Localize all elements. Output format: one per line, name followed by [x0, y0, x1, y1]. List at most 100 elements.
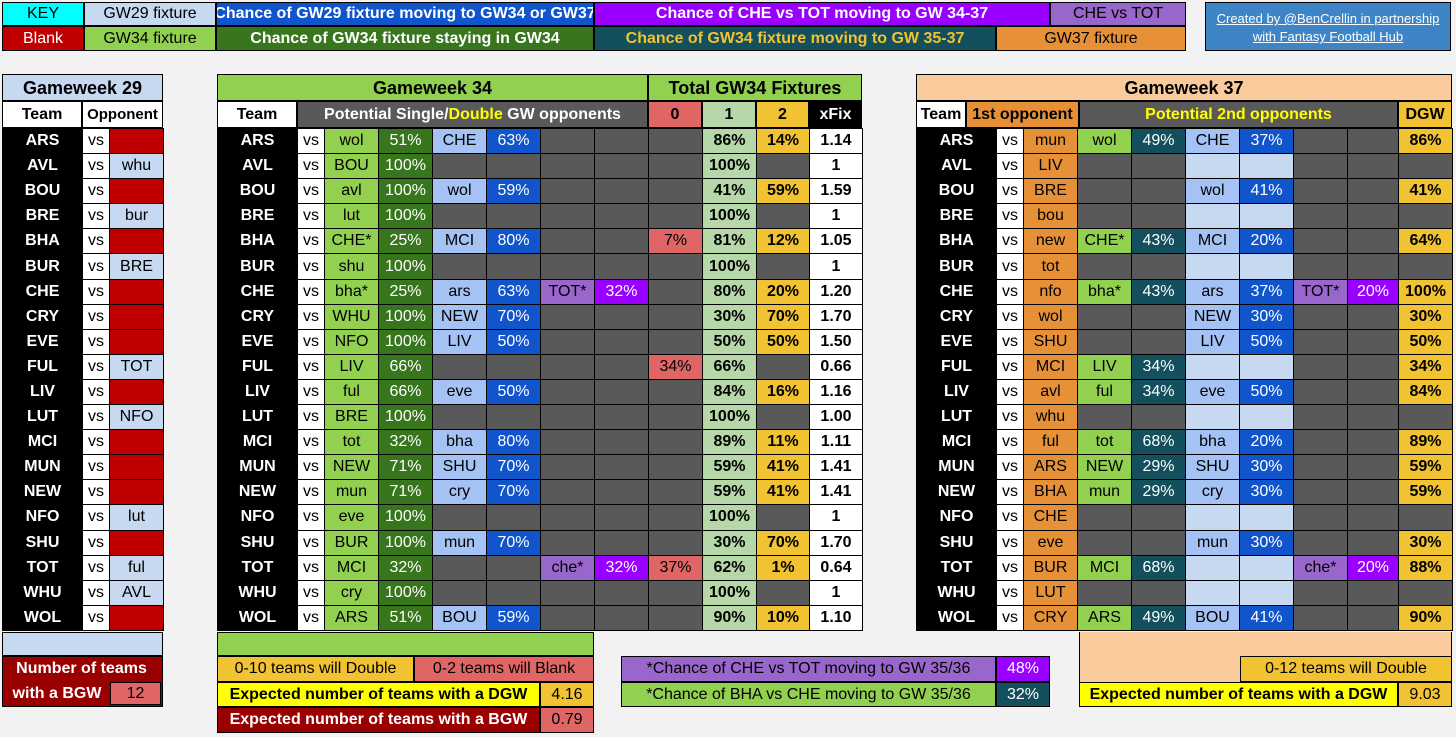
chance-b-cell: 41% — [1239, 604, 1294, 631]
first-opponent-cell: CHE — [1023, 504, 1078, 531]
opponent1-cell: NEW — [324, 454, 379, 481]
opponent-cell: ful — [109, 554, 164, 581]
chance-move-cell: 50% — [486, 328, 541, 355]
vs-cell: vs — [82, 604, 110, 631]
team-cell: MUN — [217, 454, 298, 481]
second-opponent-b-cell — [1185, 253, 1240, 280]
chance-a-cell: 43% — [1131, 228, 1186, 255]
vs-cell: vs — [297, 554, 325, 581]
one-fixture-cell: 30% — [702, 529, 757, 556]
team-cell: TOT — [217, 554, 298, 581]
gw34-row: BHA vs CHE* 25% MCI 80% 7% 81% 12% 1.05 — [217, 228, 863, 255]
dgw-cell: 86% — [1398, 127, 1453, 155]
opponent-cell: whu — [109, 153, 164, 180]
gw29-col-opponent: Opponent — [82, 101, 163, 128]
gw37-row: BOU vs BRE wol 41% 41% — [916, 178, 1453, 205]
zero-fixture-cell — [648, 604, 703, 631]
team-cell: LUT — [916, 404, 997, 431]
vs-cell: vs — [996, 378, 1024, 406]
chance-che-tot-cell — [594, 253, 649, 280]
first-opponent-cell: ARS — [1023, 454, 1078, 481]
key-chance-gw34-staying: Chance of GW34 fixture staying in GW34 — [216, 26, 594, 51]
gw37-row: ARS vs mun wol 49% CHE 37% 86% — [916, 127, 1453, 155]
dgw-cell: 64% — [1398, 228, 1453, 255]
gw37-title: Gameweek 37 — [916, 74, 1452, 101]
team-cell: CRY — [916, 303, 997, 330]
opponent3-cell — [540, 203, 595, 230]
team-cell: BOU — [2, 178, 83, 205]
two-fixture-cell: 1% — [756, 554, 810, 581]
two-fixture-cell: 41% — [756, 454, 810, 481]
gw29-row: AVL vs whu — [2, 153, 164, 180]
gw37-row: WHU vs LUT — [916, 579, 1453, 606]
chance-b-cell: 20% — [1239, 429, 1294, 456]
xfix-cell: 1 — [809, 504, 863, 531]
gw29-row: EVE vs — [2, 328, 164, 355]
credit-box[interactable]: Created by @BenCrellin in partnership wi… — [1205, 2, 1451, 51]
vs-cell: vs — [297, 579, 325, 606]
gw34-col-xfix: xFix — [809, 101, 862, 128]
zero-fixture-cell — [648, 203, 703, 230]
team-cell: MCI — [2, 429, 83, 456]
chance-che-tot-cell — [594, 303, 649, 330]
bha-che-value: 32% — [996, 682, 1050, 707]
vs-cell: vs — [297, 203, 325, 230]
chance-c-cell — [1347, 228, 1399, 255]
chance-b-cell: 20% — [1239, 228, 1294, 255]
zero-fixture-cell — [648, 253, 703, 280]
chance-c-cell — [1347, 303, 1399, 330]
key-chance-che-tot: Chance of CHE vs TOT moving to GW 34-37 — [594, 2, 1050, 26]
opponent2-cell: CHE — [432, 127, 487, 155]
gw37-row: LIV vs avl ful 34% eve 50% 84% — [916, 378, 1453, 406]
xfix-cell: 0.64 — [809, 554, 863, 581]
dgw-cell: 84% — [1398, 378, 1453, 406]
gw29-row: CRY vs — [2, 303, 164, 330]
gw34-row: BUR vs shu 100% 100% 1 — [217, 253, 863, 280]
chance-move-cell: 70% — [486, 303, 541, 330]
team-cell: MUN — [2, 454, 83, 481]
chance-che-tot-cell — [594, 378, 649, 406]
chance-a-cell — [1131, 303, 1186, 330]
opponent2-cell: BOU — [432, 604, 487, 631]
chance-c-cell: 20% — [1347, 278, 1399, 305]
second-opponent-c-cell — [1293, 127, 1348, 155]
opponent-cell: AVL — [109, 579, 164, 606]
chance-b-cell: 30% — [1239, 479, 1294, 506]
xfix-cell: 1.70 — [809, 529, 863, 556]
chance-che-tot-cell — [594, 127, 649, 155]
team-cell: ARS — [2, 127, 83, 155]
gw29-row: CHE vs — [2, 278, 164, 305]
chance-stay-cell: 51% — [378, 604, 433, 631]
chance-che-tot-cell: 32% — [594, 278, 649, 305]
zero-fixture-cell — [648, 479, 703, 506]
team-cell: LUT — [217, 404, 298, 431]
team-cell: NEW — [217, 479, 298, 506]
second-opponent-a-cell: tot — [1077, 429, 1132, 456]
team-cell: WHU — [916, 579, 997, 606]
gw37-row: NEW vs BHA mun 29% cry 30% 59% — [916, 479, 1453, 506]
opponent3-cell — [540, 153, 595, 180]
opponent1-cell: CHE* — [324, 228, 379, 255]
chance-che-tot-cell — [594, 404, 649, 431]
dgw-cell: 34% — [1398, 353, 1453, 380]
chance-c-cell — [1347, 579, 1399, 606]
opponent-cell: TOT — [109, 353, 164, 380]
gw34-col-team: Team — [217, 101, 297, 128]
chance-che-tot-cell — [594, 203, 649, 230]
gw37-footer-pad — [1079, 656, 1240, 682]
gw34-col-potential-pre: Potential Single/ — [324, 105, 449, 123]
vs-cell: vs — [82, 328, 110, 355]
gw34-col-potential-post: GW opponents — [502, 105, 621, 123]
team-cell: MUN — [916, 454, 997, 481]
two-fixture-cell: 50% — [756, 328, 810, 355]
opponent1-cell: LIV — [324, 353, 379, 380]
opponent1-cell: tot — [324, 429, 379, 456]
vs-cell: vs — [82, 554, 110, 581]
chance-c-cell — [1347, 127, 1399, 155]
opponent2-cell: MCI — [432, 228, 487, 255]
second-opponent-a-cell: ARS — [1077, 604, 1132, 631]
gw37-row: LUT vs whu — [916, 404, 1453, 431]
chance-che-tot-cell — [594, 604, 649, 631]
opponent3-cell — [540, 353, 595, 380]
chance-che-tot-cell — [594, 454, 649, 481]
